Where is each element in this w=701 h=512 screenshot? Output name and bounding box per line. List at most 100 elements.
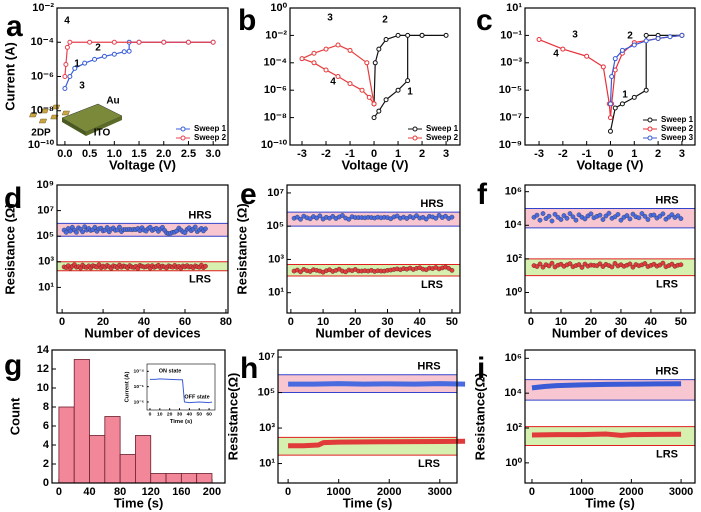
x-axis-title: Voltage (V): [577, 157, 644, 172]
x-tick-label: 2000: [619, 486, 643, 498]
legend-label: Sweep 2: [426, 133, 459, 142]
data-point: [347, 81, 353, 87]
data-point: [537, 217, 543, 223]
band-label: LRS: [421, 279, 443, 291]
x-tick-label: 120: [142, 486, 160, 498]
y-tick-label: 10⁰: [505, 457, 522, 469]
data-point: [117, 224, 122, 230]
x-tick-label: 30: [615, 316, 627, 328]
x-tick-label: 50: [675, 316, 687, 328]
device-schematic: [29, 103, 123, 136]
data-point: [405, 32, 411, 38]
data-point: [298, 269, 303, 275]
legend-marker: [647, 126, 653, 132]
y-tick-label: 10⁵: [37, 230, 54, 242]
data-point: [642, 214, 648, 219]
x-tick-label: -1: [582, 148, 592, 160]
x-tick-label: -3: [297, 148, 307, 160]
data-point: [121, 49, 127, 55]
series-line: [288, 381, 466, 387]
y-tick-label: 10⁵: [258, 386, 275, 398]
data-point: [619, 47, 625, 53]
y-tick-label: 10⁻⁶: [31, 70, 54, 82]
data-point: [607, 101, 613, 107]
x-axis-title: Number of devices: [552, 325, 668, 340]
series-line: [288, 438, 466, 449]
legend-marker: [180, 126, 186, 132]
y-tick-label: 2: [43, 458, 49, 470]
data-point: [597, 212, 603, 218]
y-tick-label: 8: [43, 401, 49, 413]
panel-letter: d: [4, 182, 22, 215]
x-axis-title: Number of devices: [315, 325, 431, 340]
data-point: [323, 67, 329, 73]
panel: HRS LRS 0 10 20 30 40 50 10⁰ 10² 10⁴ 10⁶ Number of d…: [477, 178, 696, 340]
bar: [150, 473, 167, 484]
annotation: 2: [382, 15, 388, 26]
data-point: [643, 87, 649, 93]
data-point: [307, 216, 313, 222]
data-point: [607, 115, 613, 121]
data-point: [346, 216, 352, 222]
x-tick-label: 0: [607, 148, 613, 160]
band-label: HRS: [655, 366, 678, 378]
x-tick-label: 0: [288, 316, 294, 328]
x-tick-label: 3: [443, 148, 449, 160]
x-tick-label: 1000: [569, 486, 593, 498]
substrate-edge: [62, 118, 86, 136]
x-tick-label: -2: [558, 148, 568, 160]
x-tick-label: 2000: [377, 486, 401, 498]
plot-frame: [524, 184, 696, 314]
data-point: [423, 216, 429, 222]
legend-marker: [180, 135, 186, 141]
x-tick-label: 0: [371, 148, 377, 160]
data-point: [627, 216, 633, 222]
x-tick-label: 20: [97, 316, 109, 328]
series-line: [64, 41, 214, 77]
panel: HRS LRS 0 1000 2000 3000 10¹ 10³ 10⁵ 10⁷ Time (s) R…: [225, 349, 466, 510]
data-point: [340, 213, 345, 218]
data-point: [64, 44, 70, 50]
x-tick-label: 50: [446, 316, 458, 328]
y-tick-label: 10²: [506, 253, 522, 265]
x-tick-label: 0: [149, 411, 152, 417]
data-point: [161, 39, 167, 45]
y-axis-title: Current (A): [2, 42, 17, 111]
x-tick-label: 1.5: [131, 148, 146, 160]
data-point: [615, 212, 621, 217]
annotation: 3: [327, 13, 333, 24]
annotation: 4: [553, 49, 559, 60]
data-point: [63, 62, 69, 68]
legend-label: Sweep 2: [661, 124, 694, 133]
data-point: [449, 214, 455, 220]
y-tick-label: 10⁻⁴: [133, 369, 144, 375]
x-axis-title: Voltage (V): [342, 157, 409, 172]
y-tick-label: 4: [43, 439, 50, 451]
y-tick-label: 10²: [506, 422, 522, 434]
data-point: [597, 261, 603, 267]
series-line: [149, 378, 213, 404]
y-tick-label: 10⁵: [267, 220, 284, 232]
data-point: [612, 261, 618, 266]
data-point: [372, 60, 378, 66]
y-tick-label: 10⁴: [504, 387, 522, 399]
x-tick-label: 0.0: [57, 148, 72, 160]
data-point: [82, 60, 88, 66]
data-point: [72, 65, 78, 71]
data-point: [317, 213, 323, 219]
annotation: 2: [627, 31, 633, 42]
legend-marker: [647, 135, 653, 141]
panel: -3 -2 -1 0 1 2 3 10⁻¹⁰ 10⁻⁸ 10⁻⁶ 10⁻⁴ 10⁻² 10⁰ Voltag…: [238, 2, 461, 172]
x-tick-label: 0: [529, 486, 535, 498]
y-tick-label: 10⁻⁵: [134, 384, 145, 390]
y-tick-label: 10⁶: [505, 186, 522, 198]
data-point: [111, 51, 117, 57]
x-tick-label: 1: [395, 148, 401, 160]
panel: 0.0 0.5 1.0 1.5 2.0 2.5 3.0 10⁻¹⁰ 10⁻⁸ 10⁻⁶ 10⁻⁴ 10…: [2, 2, 229, 172]
panel-letter: f: [477, 178, 488, 211]
data-point: [335, 74, 341, 79]
data-point: [383, 97, 389, 103]
plot-frame: [524, 349, 696, 484]
plot-frame: [56, 7, 229, 146]
x-axis-title: Time (s): [585, 495, 635, 510]
